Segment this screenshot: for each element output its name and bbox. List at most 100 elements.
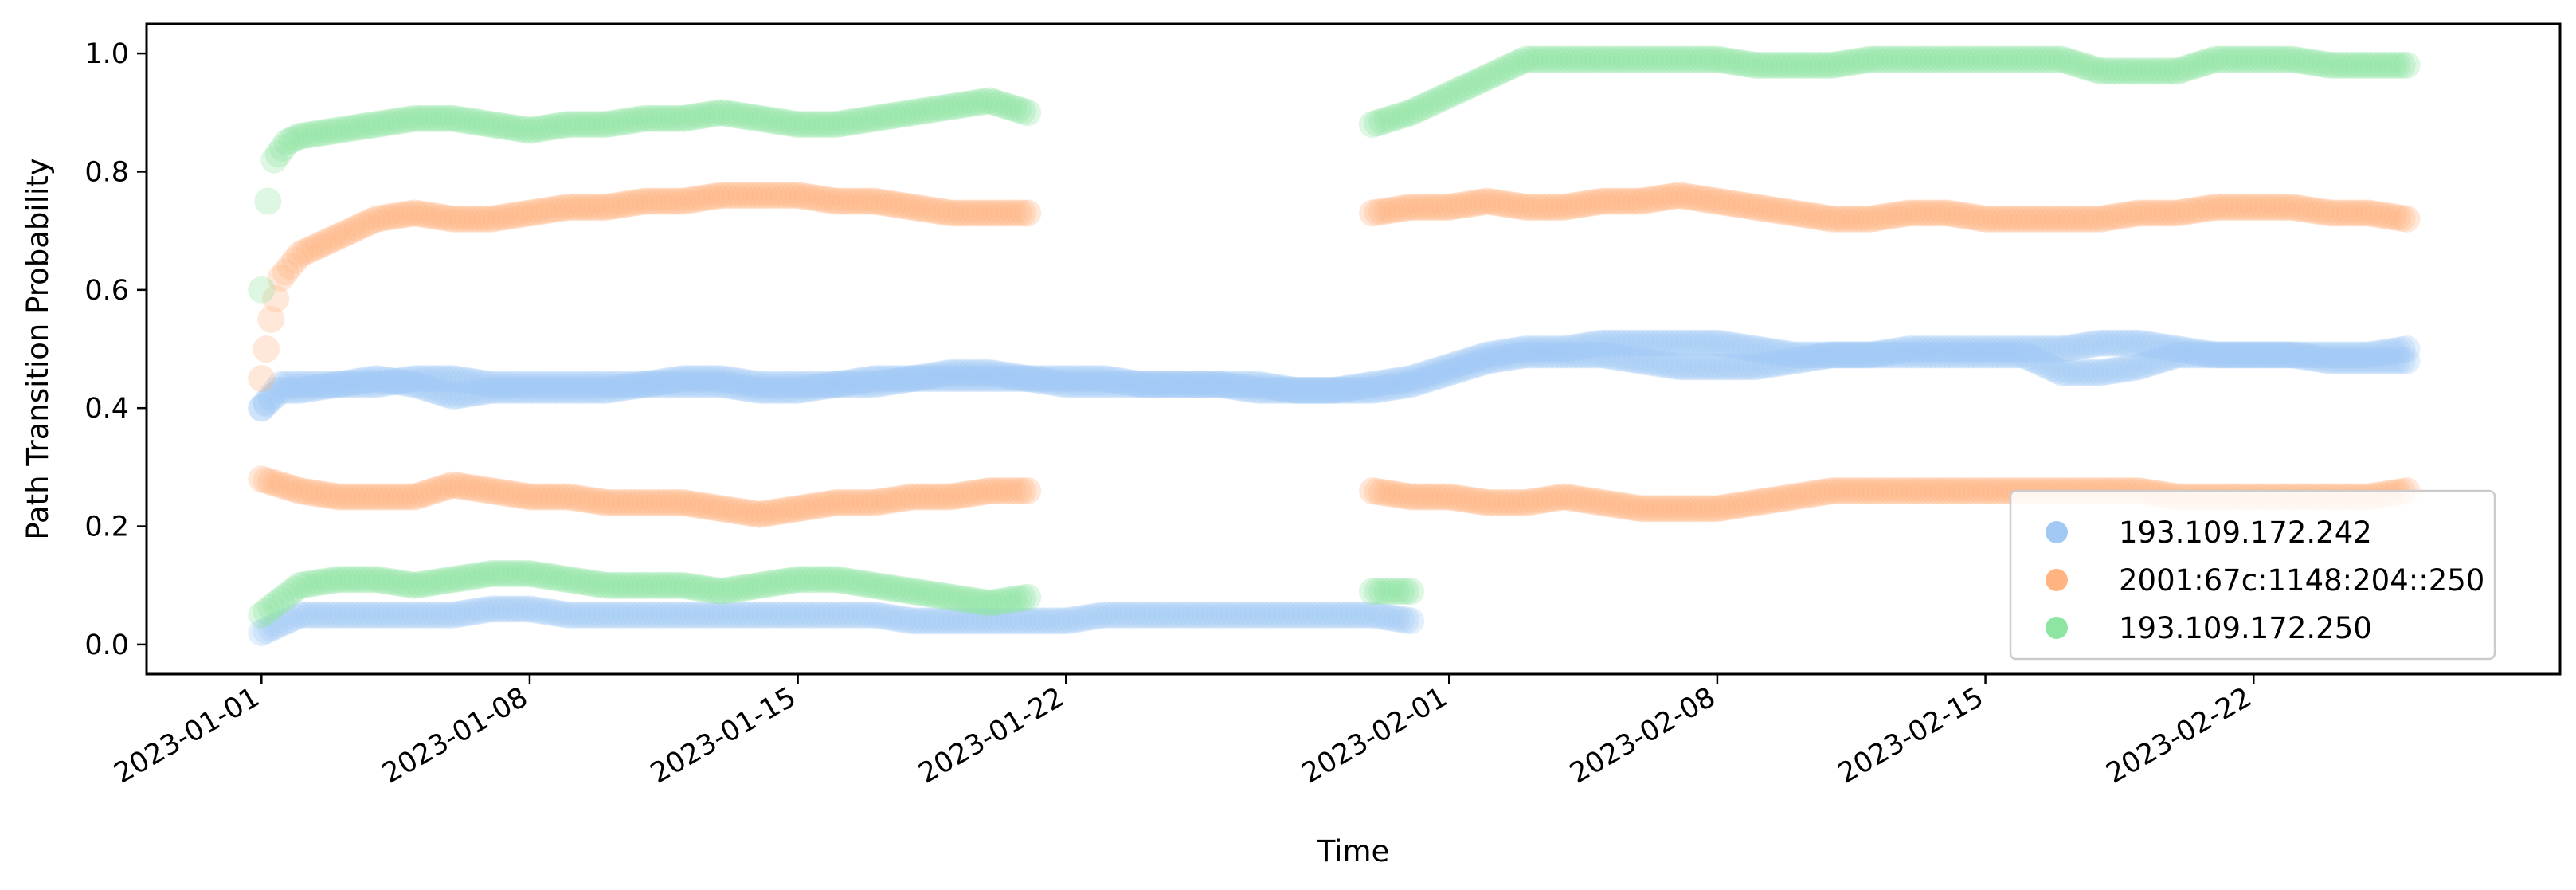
data-point: [391, 201, 419, 229]
data-point: [291, 601, 319, 629]
data-point: [2235, 341, 2263, 369]
data-point: [928, 483, 955, 511]
data-point: [976, 359, 1004, 386]
data-point: [1828, 341, 1856, 369]
data-point: [779, 182, 807, 210]
data-point: [550, 376, 577, 404]
data-point: [1071, 371, 1099, 398]
data-point: [674, 601, 702, 629]
data-point: [2288, 194, 2316, 222]
data-point: [938, 365, 965, 393]
data-point: [1286, 376, 1314, 404]
data-point: [1986, 477, 2014, 504]
data-point: [928, 607, 955, 635]
data-point: [276, 606, 304, 633]
data-point: [1766, 485, 1794, 513]
data-point: [2139, 57, 2167, 85]
data-point: [2192, 194, 2220, 222]
data-point: [272, 608, 299, 636]
data-point: [1531, 341, 1559, 369]
data-point: [884, 605, 912, 633]
data-point: [2249, 194, 2277, 221]
data-point: [372, 601, 400, 629]
data-point: [674, 572, 702, 600]
data-point: [319, 601, 347, 629]
data-point: [262, 469, 290, 497]
data-point: [2321, 347, 2349, 374]
data-point: [693, 365, 721, 393]
data-point: [2159, 199, 2186, 227]
data-point: [942, 607, 969, 635]
data-point: [1598, 490, 1626, 518]
data-point: [482, 376, 510, 404]
data-point: [1119, 371, 1147, 398]
data-point: [1631, 186, 1659, 214]
data-point: [1076, 365, 1104, 393]
data-point: [1588, 341, 1616, 369]
data-point: [367, 366, 395, 393]
data-point: [1852, 205, 1880, 233]
data-point: [2115, 355, 2143, 382]
data-point: [769, 182, 797, 210]
data-point: [429, 474, 457, 502]
data-point: [530, 197, 558, 225]
data-point: [1282, 601, 1310, 629]
data-point: [315, 372, 343, 400]
data-point: [765, 498, 793, 525]
data-point: [1636, 329, 1664, 357]
data-point: [1186, 371, 1214, 398]
data-point: [612, 374, 640, 402]
data-point: [593, 571, 621, 599]
data-point: [2326, 347, 2354, 374]
data-point: [1009, 477, 1037, 504]
data-point: [1454, 72, 1482, 100]
data-point: [879, 574, 907, 602]
data-point: [966, 365, 994, 393]
data-point: [1043, 369, 1071, 397]
data-point: [1545, 194, 1573, 221]
data-point: [448, 381, 476, 409]
data-point: [1421, 363, 1449, 391]
data-point: [319, 117, 347, 145]
data-point: [1229, 601, 1257, 629]
data-point: [2230, 194, 2258, 221]
data-point: [851, 187, 879, 215]
data-point: [679, 490, 707, 518]
data-point: [1627, 495, 1654, 523]
data-point: [1555, 45, 1583, 73]
data-point: [291, 478, 319, 505]
data-point: [501, 371, 529, 398]
data-point: [612, 571, 640, 599]
data-point: [1200, 371, 1228, 398]
data-point: [2029, 350, 2057, 378]
data-point: [257, 468, 285, 496]
data-point: [640, 601, 668, 629]
data-point: [2110, 202, 2138, 229]
data-point: [272, 582, 299, 610]
data-point: [2202, 45, 2230, 73]
data-point: [2374, 347, 2402, 374]
data-point: [1612, 345, 1640, 373]
data-point: [597, 193, 625, 220]
data-point: [2183, 341, 2210, 369]
data-point: [300, 374, 328, 402]
data-point: [793, 601, 821, 629]
data-point: [760, 182, 788, 210]
data-point: [1670, 353, 1697, 381]
data-point: [1450, 348, 1478, 376]
data-point: [1957, 477, 1985, 504]
data-point: [812, 371, 840, 398]
data-point: [1976, 341, 2004, 369]
data-point: [2216, 341, 2244, 369]
data-point: [1650, 183, 1678, 211]
data-point: [1234, 371, 1262, 398]
data-point: [1210, 371, 1238, 398]
data-point: [1862, 341, 1889, 369]
data-point: [2350, 347, 2378, 374]
data-point: [1071, 604, 1099, 632]
data-point: [401, 483, 429, 511]
data-point: [1560, 192, 1587, 220]
data-point: [2130, 351, 2157, 379]
data-point: [2364, 201, 2392, 229]
data-point: [1564, 333, 1592, 361]
